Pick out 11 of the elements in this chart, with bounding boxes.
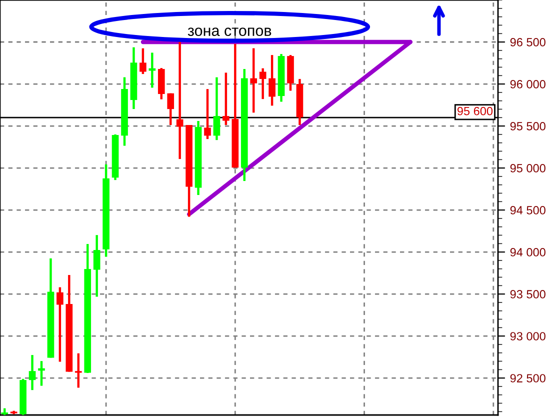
- y-tick-label: 93 500: [510, 290, 546, 298]
- y-tick-label: 94 500: [510, 206, 546, 214]
- y-tick-label: 96 500: [510, 38, 546, 46]
- annotation: зона стопов: [188, 28, 272, 36]
- y-tick-label: 93 000: [510, 332, 546, 340]
- y-tick-label: 95 000: [510, 164, 546, 172]
- y-tick-label: 95 500: [510, 122, 546, 130]
- ref-line-label: 95 600: [457, 106, 493, 116]
- y-tick-label: 94 000: [510, 248, 546, 256]
- y-tick-label: 96 000: [510, 80, 546, 88]
- y-tick-label: 92 500: [510, 374, 546, 382]
